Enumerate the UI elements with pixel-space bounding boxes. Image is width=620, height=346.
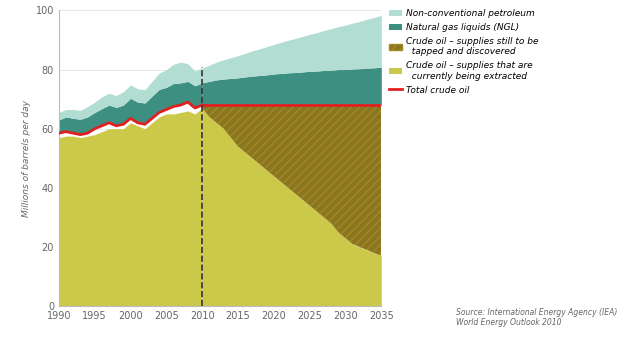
Text: Source: International Energy Agency (IEA)
World Energy Outlook 2010: Source: International Energy Agency (IEA… xyxy=(456,308,617,327)
Legend: Non-conventional petroleum, Natural gas liquids (NGL), Crude oil – supplies stil: Non-conventional petroleum, Natural gas … xyxy=(389,9,539,95)
Y-axis label: Millions of barrels per day: Millions of barrels per day xyxy=(22,100,32,217)
